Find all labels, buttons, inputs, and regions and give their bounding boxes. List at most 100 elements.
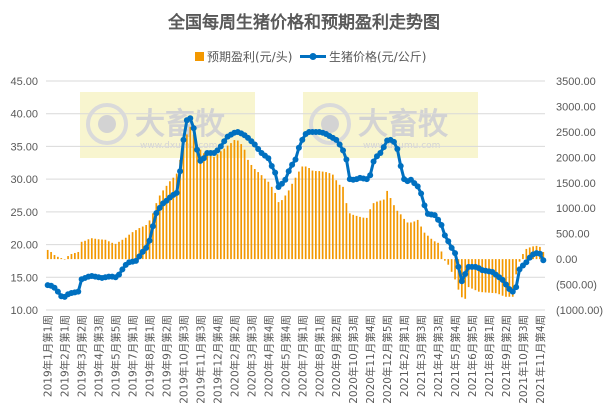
price-point (180, 136, 187, 143)
price-point (132, 257, 139, 264)
price-point (462, 271, 469, 278)
price-line (44, 115, 547, 300)
x-tick-label: 2019年4月第3周 (93, 315, 106, 397)
profit-bar (118, 241, 120, 260)
profit-bar (236, 140, 239, 260)
price-point (509, 288, 516, 295)
right-tick-label: 3000.00 (556, 101, 596, 113)
profit-bar (396, 210, 399, 260)
price-point (370, 158, 377, 165)
profit-bar (511, 259, 514, 297)
price-point (272, 169, 279, 176)
profit-bar (393, 205, 395, 260)
x-tick-label: 2019年12月第4周 (211, 315, 224, 404)
price-point (214, 147, 221, 154)
x-tick-label: 2019年10月第3周 (177, 315, 190, 404)
profit-bar (454, 259, 456, 280)
right-tick-label: 1000.00 (556, 203, 596, 215)
right-tick-label: 3500.00 (556, 76, 596, 88)
price-point (455, 263, 462, 270)
profit-bar (413, 221, 416, 260)
profit-bar (121, 239, 124, 260)
profit-bar (199, 149, 202, 260)
profit-bar (444, 259, 446, 261)
price-point (285, 168, 292, 175)
profit-bar (111, 242, 114, 260)
price-point (418, 190, 425, 197)
x-tick-label: 2021年2月第1周 (398, 315, 411, 397)
profit-bar (369, 209, 372, 260)
x-tick-label: 2020年5月第4周 (279, 315, 292, 397)
profit-bar (335, 180, 338, 260)
profit-bar (294, 177, 297, 260)
profit-bar (505, 259, 507, 297)
profit-bar (189, 126, 192, 260)
profit-bar (50, 251, 52, 260)
profit-bar (270, 186, 273, 260)
left-tick-label: 15.00 (10, 272, 38, 284)
profit-bar (338, 184, 341, 260)
price-point (156, 204, 163, 211)
profit-bar (301, 166, 304, 260)
profit-bar (101, 239, 103, 260)
profit-bar (60, 258, 63, 260)
profit-bar (457, 259, 460, 290)
profit-bar (131, 232, 134, 260)
profit-bar (94, 238, 97, 260)
profit-bar (250, 164, 253, 260)
profit-bar (233, 140, 236, 260)
price-point (363, 176, 370, 183)
right-tick-label: 1500.00 (556, 178, 596, 190)
price-point (268, 163, 275, 170)
profit-bar (80, 241, 83, 260)
profit-bar (219, 151, 222, 260)
left-tick-label: 45.00 (10, 76, 38, 88)
profit-bar (318, 171, 321, 260)
profit-bar (522, 254, 524, 260)
profit-bar (447, 259, 450, 265)
profit-bar (172, 177, 175, 260)
price-point (54, 288, 61, 295)
price-point (397, 163, 404, 170)
profit-bar (145, 225, 147, 260)
profit-bar (311, 170, 314, 260)
price-point (194, 146, 201, 153)
price-point (149, 223, 156, 230)
x-tick-label: 2021年3月第3周 (415, 315, 428, 397)
profit-bar (471, 259, 473, 289)
left-tick-label: 30.00 (10, 174, 38, 186)
profit-bar (481, 259, 484, 293)
profit-bar (399, 214, 402, 260)
profit-bar (467, 259, 470, 288)
x-tick-label: 2019年3月第2周 (76, 315, 89, 397)
price-point (173, 189, 180, 196)
price-point (390, 138, 397, 145)
price-point (438, 221, 445, 228)
legend-marker-price (309, 53, 317, 60)
left-tick-label: 10.00 (10, 305, 38, 317)
right-tick-label: 2000.00 (556, 152, 596, 164)
profit-bar (209, 155, 212, 260)
price-point (499, 276, 506, 283)
x-tick-label: 2019年11月第3周 (194, 315, 207, 404)
profit-bar (216, 154, 219, 260)
profit-bar (128, 234, 131, 260)
profit-bar (87, 239, 90, 260)
price-point (458, 278, 465, 285)
profit-bar (308, 168, 310, 260)
profit-bar (382, 199, 385, 260)
profit-bar (107, 241, 110, 260)
profit-bar (243, 149, 246, 260)
profit-bar (389, 198, 392, 260)
price-point (146, 237, 153, 244)
profit-bar (46, 249, 49, 260)
profit-bar (488, 259, 490, 293)
legend-swatch-profit (195, 52, 204, 61)
profit-bar (158, 195, 161, 260)
price-point (136, 253, 143, 260)
x-tick-label: 2020年7月第1周 (296, 315, 309, 397)
price-point (431, 212, 438, 219)
x-tick-label: 2019年1月第1周 (42, 315, 55, 397)
profit-bar (67, 256, 69, 260)
